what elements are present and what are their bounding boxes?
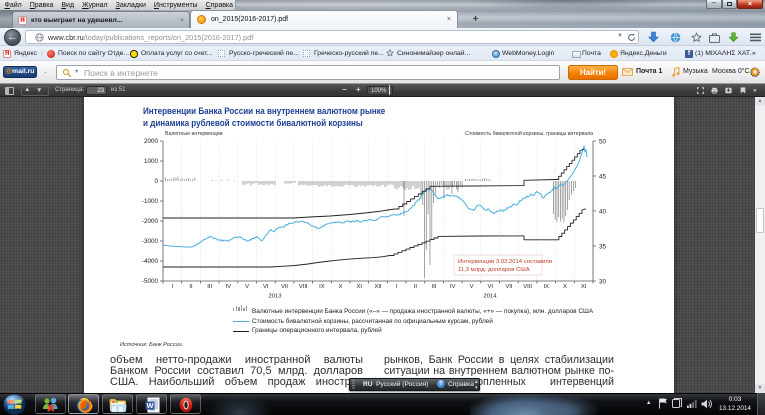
svg-text:I: I [396,284,398,290]
svg-text:VIII: VIII [299,284,308,290]
svg-text:IV: IV [226,284,232,290]
svg-text:XI: XI [581,284,587,290]
svg-text:IV: IV [450,284,456,290]
svg-text:VII: VII [505,284,512,290]
svg-text:IX: IX [544,284,550,290]
svg-text:45: 45 [599,173,607,180]
svg-text:II: II [414,284,418,290]
svg-text:2013: 2013 [269,294,282,300]
svg-text:Интервенции 3.03.2014 составил: Интервенции 3.03.2014 составили [458,259,552,265]
svg-text:III: III [432,284,437,290]
svg-text:II: II [189,284,193,290]
svg-text:-2000: -2000 [142,218,159,225]
svg-text:III: III [207,284,212,290]
svg-text:0: 0 [154,178,158,185]
svg-text:40: 40 [599,208,607,215]
svg-text:30: 30 [599,278,607,285]
svg-text:-4000: -4000 [142,258,159,265]
svg-text:2000: 2000 [144,138,159,145]
svg-text:-5000: -5000 [142,278,159,285]
svg-text:Валютные интервенции: Валютные интервенции [165,131,223,137]
svg-text:V: V [470,284,474,290]
svg-text:50: 50 [599,138,607,145]
svg-text:35: 35 [599,243,607,250]
svg-text:1000: 1000 [144,158,159,165]
svg-text:VI: VI [487,284,493,290]
svg-text:2014: 2014 [484,294,498,300]
svg-text:W: W [146,401,154,410]
svg-text:I: I [171,284,173,290]
svg-text:VII: VII [281,284,288,290]
svg-text:-1000: -1000 [142,198,159,205]
svg-text:X: X [563,284,567,290]
svg-text:-3000: -3000 [142,238,159,245]
svg-text:V: V [245,284,249,290]
svg-text:11,3 млрд. долларов США: 11,3 млрд. долларов США [458,267,530,273]
svg-text:VIII: VIII [523,284,532,290]
svg-text:XII: XII [374,284,381,290]
svg-text:X: X [339,284,343,290]
svg-text:VI: VI [263,284,269,290]
svg-text:XI: XI [357,284,363,290]
svg-text:IX: IX [319,284,325,290]
svg-text:Стоимость бивалютной корзины,: Стоимость бивалютной корзины, границы ин… [465,130,593,137]
